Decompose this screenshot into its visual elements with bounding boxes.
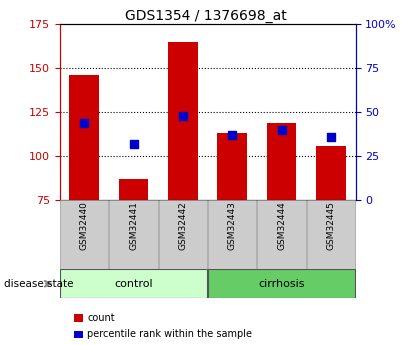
Bar: [316, 146, 346, 200]
Bar: [208, 269, 355, 298]
Point: [328, 134, 334, 139]
Text: disease state: disease state: [4, 279, 74, 289]
Bar: [69, 75, 99, 200]
Text: control: control: [114, 279, 153, 289]
Bar: [168, 42, 198, 200]
Point: [229, 132, 236, 138]
Text: GSM32443: GSM32443: [228, 201, 237, 250]
Bar: [159, 200, 207, 269]
Text: count: count: [87, 313, 115, 323]
Text: GSM32442: GSM32442: [178, 201, 187, 250]
Text: percentile rank within the sample: percentile rank within the sample: [87, 329, 252, 339]
Text: GSM32440: GSM32440: [80, 201, 89, 250]
Text: cirrhosis: cirrhosis: [258, 279, 305, 289]
Bar: [208, 200, 256, 269]
Text: GSM32445: GSM32445: [326, 201, 335, 250]
Text: GSM32441: GSM32441: [129, 201, 138, 250]
Bar: [307, 200, 355, 269]
Text: GSM32444: GSM32444: [277, 201, 286, 250]
Bar: [60, 269, 207, 298]
Bar: [119, 179, 148, 200]
Bar: [109, 200, 158, 269]
Bar: [217, 133, 247, 200]
Text: GDS1354 / 1376698_at: GDS1354 / 1376698_at: [125, 9, 286, 23]
Bar: [267, 123, 296, 200]
Point: [130, 141, 137, 147]
Point: [278, 127, 285, 132]
Point: [81, 120, 88, 126]
Bar: [257, 200, 306, 269]
Bar: [60, 200, 109, 269]
Point: [180, 113, 186, 118]
